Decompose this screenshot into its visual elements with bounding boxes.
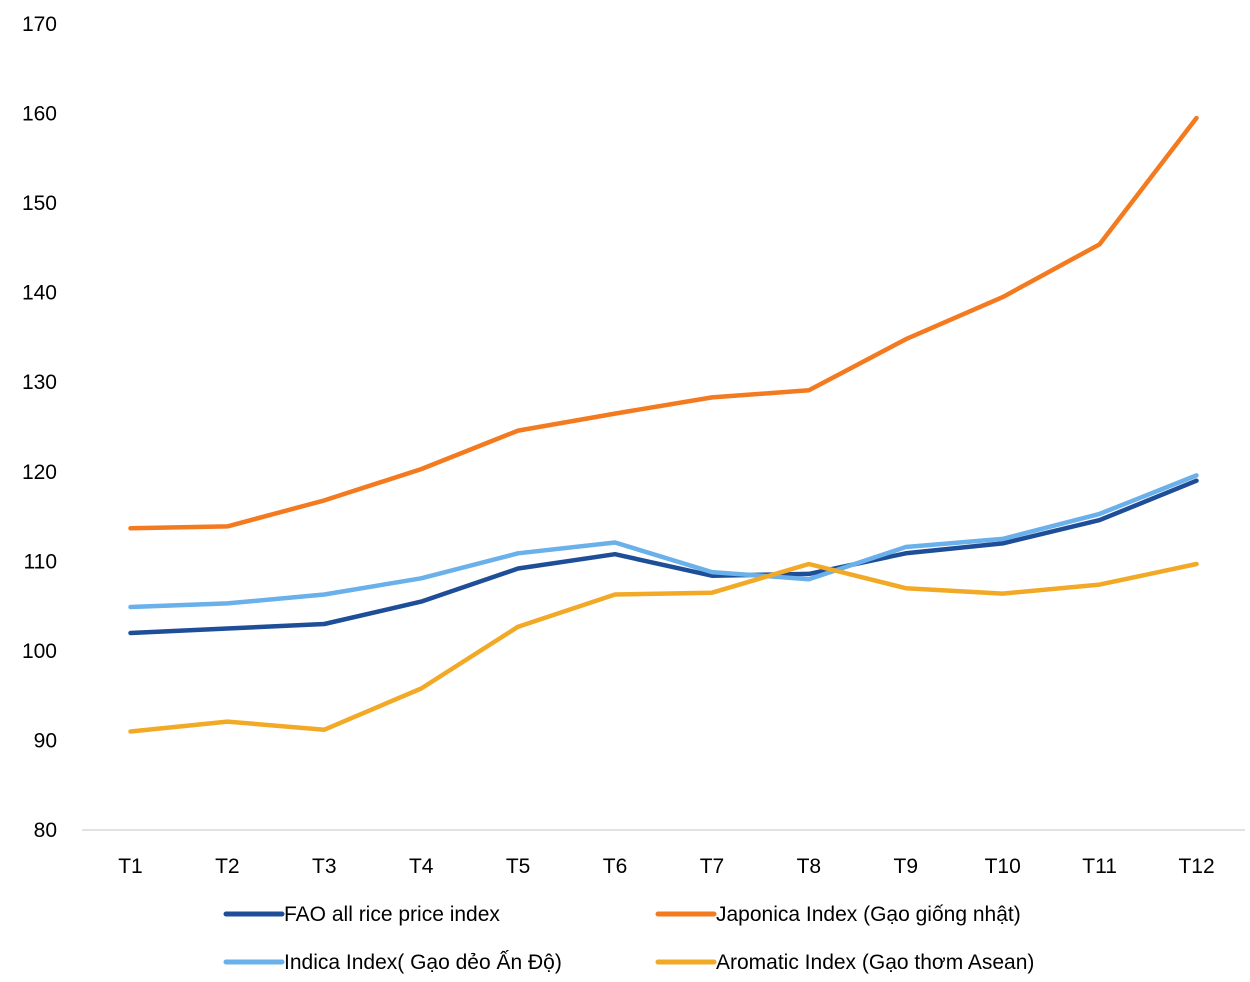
x-tick-label: T12 (1178, 855, 1214, 878)
x-tick-label: T4 (409, 855, 434, 878)
x-tick-label: T9 (894, 855, 919, 878)
y-tick-label: 130 (22, 371, 57, 394)
x-tick-label: T10 (985, 855, 1021, 878)
series-line-1 (128, 478, 1199, 636)
series-line-4 (128, 561, 1199, 734)
x-tick-label: T1 (118, 855, 143, 878)
y-tick-label: 90 (34, 729, 57, 752)
y-tick-label: 120 (22, 461, 57, 484)
x-tick-label: T5 (506, 855, 531, 878)
legend-label: Aromatic Index (Gạo thơm Asean) (716, 951, 1034, 974)
series-line-3 (128, 473, 1199, 610)
legend-item: FAO all rice price index (223, 903, 500, 926)
y-tick-label: 110 (24, 550, 57, 573)
y-tick-label: 150 (22, 192, 57, 215)
series-lines (128, 115, 1199, 734)
x-tick-label: T6 (603, 855, 628, 878)
x-axis: T1 T2 T3 T4 T5 T6 T7 T8 T9 T10 T11 T12 (118, 855, 1214, 878)
y-tick-label: 160 (22, 103, 57, 126)
y-tick-label: 100 (22, 640, 57, 663)
legend: FAO all rice price index Japonica Index (… (223, 903, 1034, 974)
y-tick-label: 140 (22, 282, 57, 305)
x-tick-label: T11 (1082, 855, 1117, 878)
legend-label: Japonica Index (Gạo giống nhật) (716, 903, 1021, 926)
series-line-2 (128, 115, 1199, 531)
x-tick-label: T3 (312, 855, 337, 878)
y-tick-label: 80 (34, 819, 57, 842)
y-tick-label: 170 (22, 13, 57, 36)
legend-item: Japonica Index (Gạo giống nhật) (655, 903, 1021, 926)
x-tick-label: T8 (797, 855, 822, 878)
legend-item: Aromatic Index (Gạo thơm Asean) (655, 951, 1034, 974)
legend-label: FAO all rice price index (284, 903, 500, 926)
legend-label: Indica Index( Gạo dẻo Ấn Độ) (284, 951, 562, 974)
x-tick-label: T2 (215, 855, 240, 878)
legend-item: Indica Index( Gạo dẻo Ấn Độ) (223, 951, 562, 974)
x-tick-label: T7 (700, 855, 725, 878)
y-axis: 80 90 100 110 120 130 140 150 160 170 (22, 13, 57, 842)
